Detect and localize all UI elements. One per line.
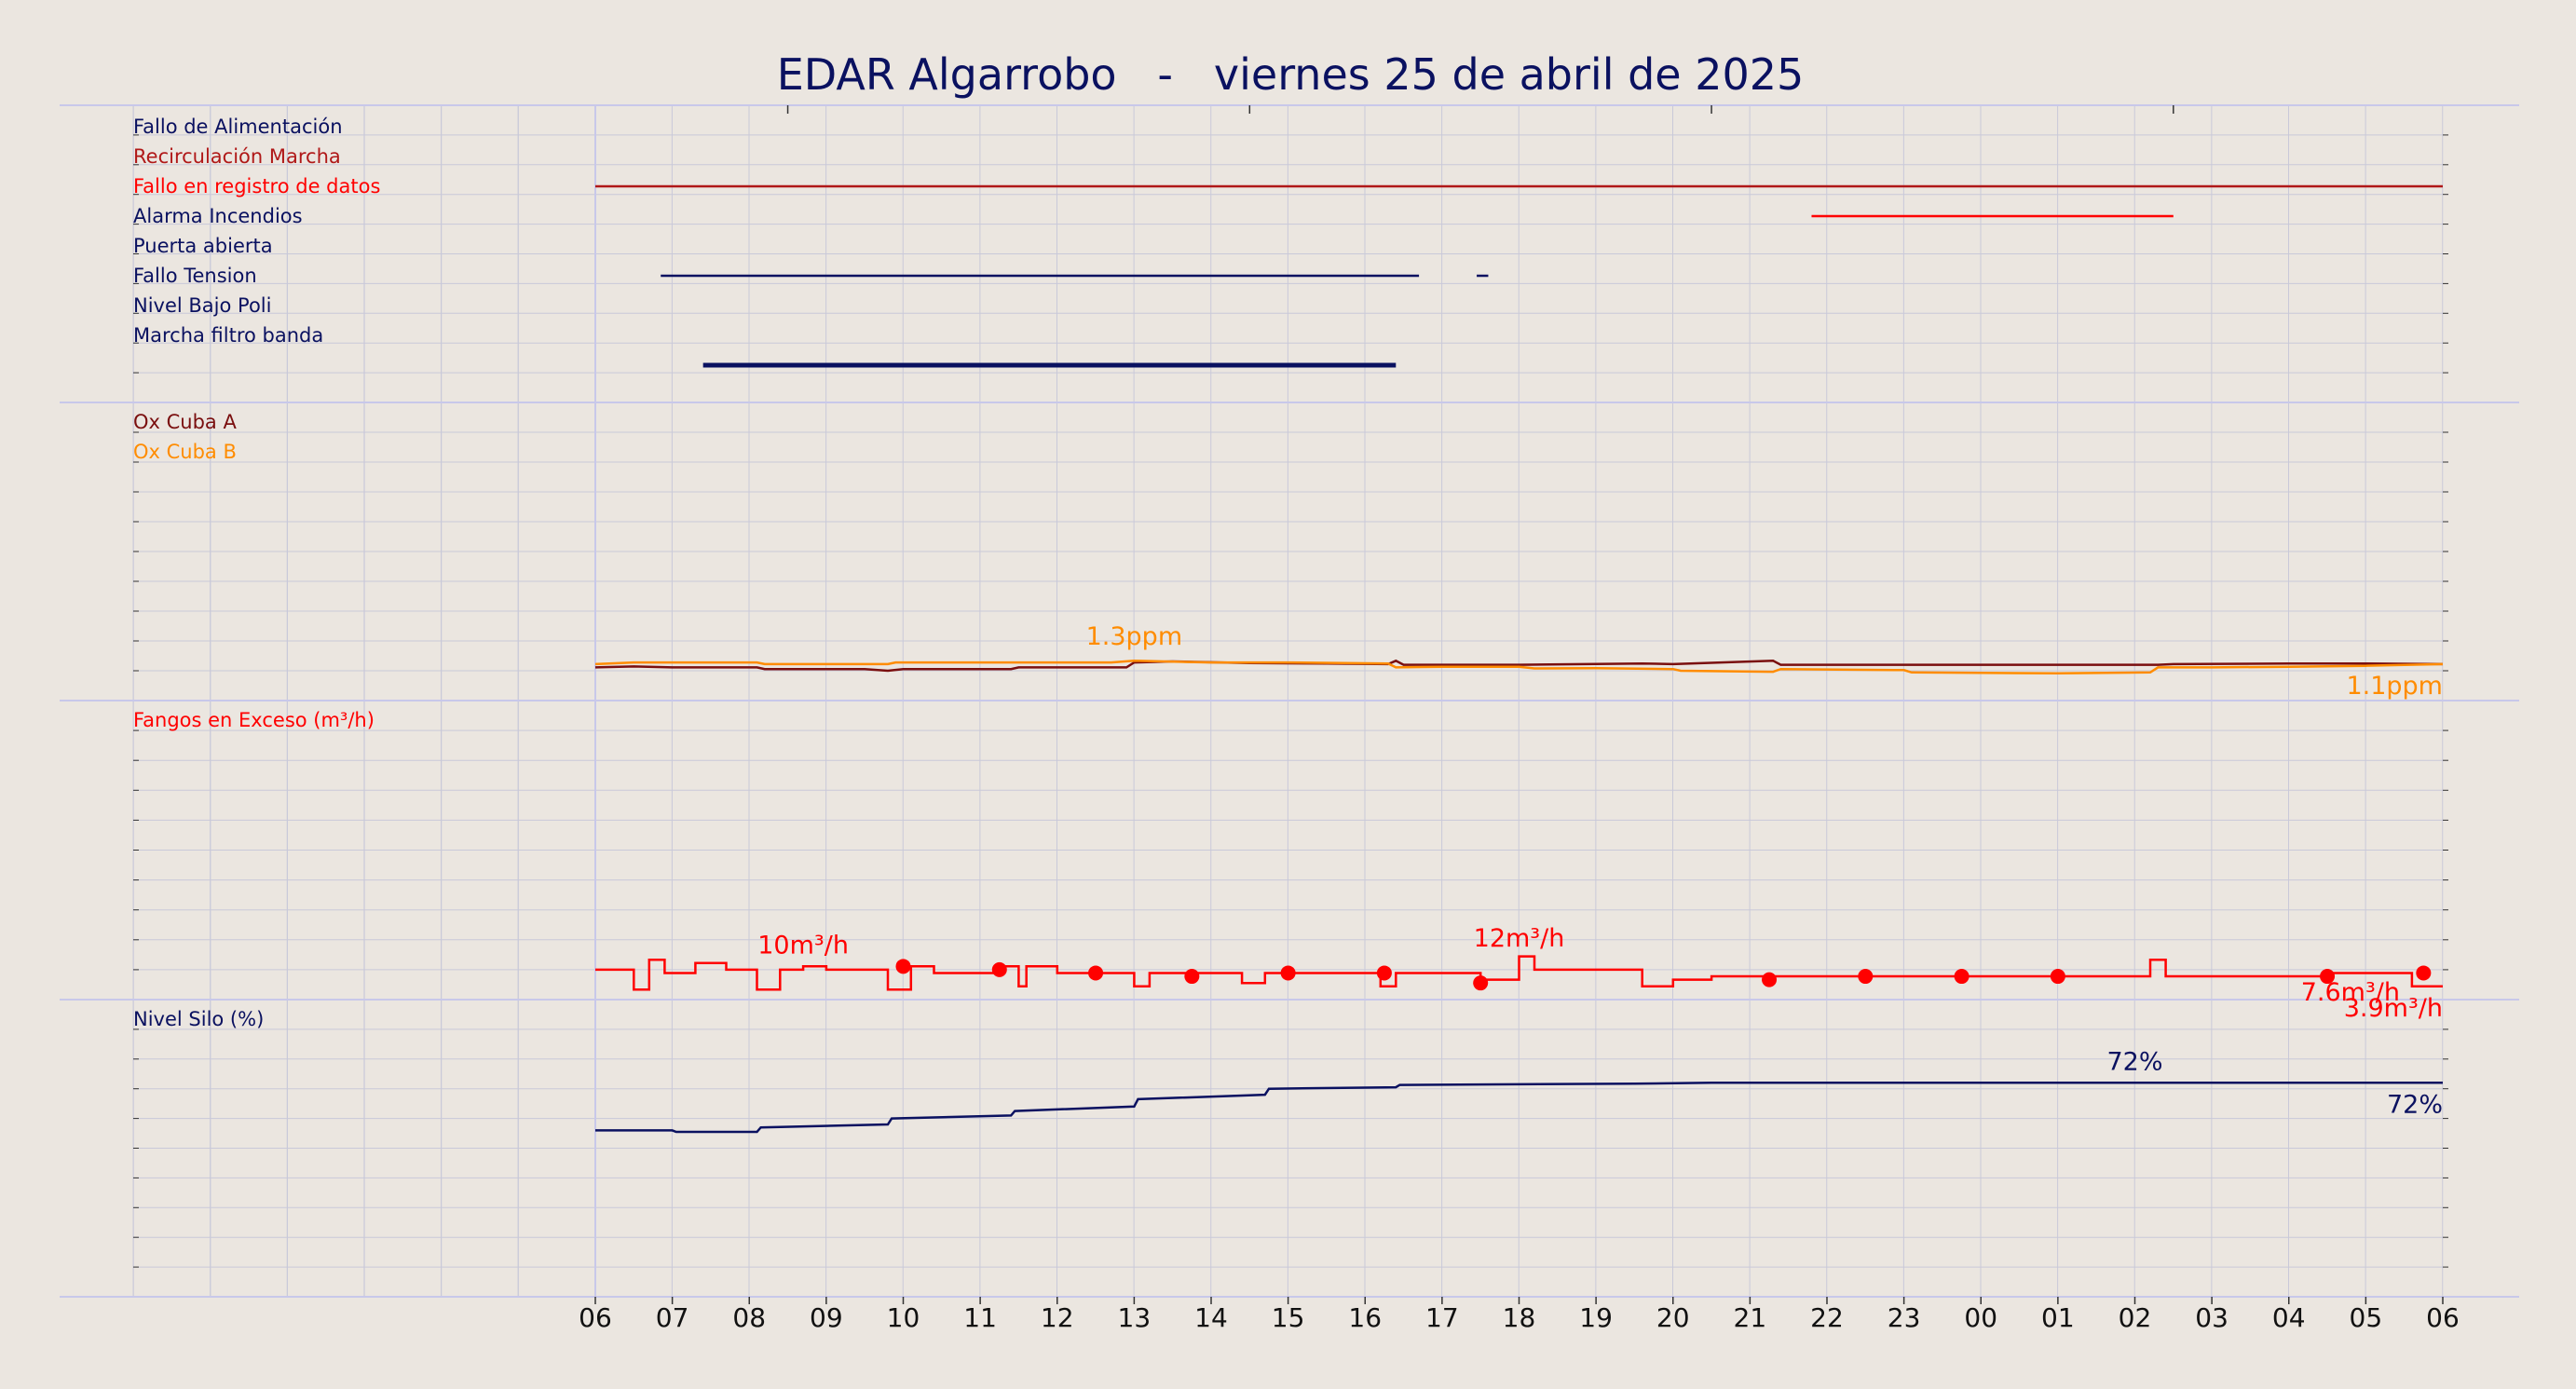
series-marker bbox=[991, 961, 1007, 977]
annotation-label: 10m³/h bbox=[757, 931, 849, 960]
x-tick-label: 14 bbox=[1194, 1302, 1228, 1333]
grid bbox=[60, 104, 2519, 1298]
x-tick-label: 13 bbox=[1118, 1302, 1152, 1333]
series-marker bbox=[2416, 965, 2432, 981]
annotation-label: 1.3ppm bbox=[1086, 622, 1183, 651]
x-tick-label: 03 bbox=[2195, 1302, 2228, 1333]
series-line bbox=[594, 660, 2444, 675]
series-marker bbox=[1280, 965, 1296, 981]
x-tick-label: 18 bbox=[1503, 1302, 1536, 1333]
alarm-label: Fallo en registro de datos bbox=[133, 175, 380, 197]
series-marker bbox=[895, 959, 911, 974]
series-line bbox=[595, 1082, 2443, 1134]
x-tick-label: 20 bbox=[1656, 1302, 1690, 1333]
alarm-label: Fallo de Alimentación bbox=[133, 116, 343, 138]
alarm-label: Recirculación Marcha bbox=[133, 145, 341, 168]
x-tick-label: 16 bbox=[1348, 1302, 1382, 1333]
alarm-label: Nivel Bajo Poli bbox=[133, 294, 271, 317]
annotation-label: 7.6m³/h bbox=[2301, 978, 2400, 1007]
x-tick-label: 01 bbox=[2041, 1302, 2075, 1333]
x-tick-label: 08 bbox=[732, 1302, 766, 1333]
series-marker bbox=[1184, 969, 1200, 985]
x-tick-label: 10 bbox=[887, 1302, 920, 1333]
series-marker bbox=[1473, 975, 1489, 991]
series-label: Nivel Silo (%) bbox=[133, 1008, 264, 1030]
series-marker bbox=[1858, 969, 1874, 985]
x-tick-label: 19 bbox=[1579, 1302, 1613, 1333]
x-tick-label: 05 bbox=[2350, 1302, 2383, 1333]
annotation-label: 72% bbox=[2387, 1090, 2443, 1119]
series-marker bbox=[1088, 965, 1104, 981]
x-tick-label: 23 bbox=[1888, 1302, 1921, 1333]
annotation-label: 1.1ppm bbox=[2346, 672, 2443, 701]
x-tick-label: 02 bbox=[2119, 1302, 2152, 1333]
annotation-label: 72% bbox=[2106, 1047, 2162, 1076]
annotation-label: 12m³/h bbox=[1474, 924, 1565, 953]
x-tick-label: 17 bbox=[1425, 1302, 1459, 1333]
x-tick-label: 22 bbox=[1810, 1302, 1844, 1333]
alarm-label: Fallo Tension bbox=[133, 265, 257, 287]
x-axis: 06 07 08 09 10 11 12 13 14 15 16 17 18 19 20 21 22 23 00 01… bbox=[579, 1297, 2460, 1333]
x-tick-label: 09 bbox=[810, 1302, 843, 1333]
panels: Fallo de Alimentación Recirculación March… bbox=[133, 116, 2444, 1134]
series-marker bbox=[1376, 965, 1392, 981]
series-label: Fangos en Exceso (m³/h) bbox=[133, 709, 375, 731]
x-tick-label: 00 bbox=[1964, 1302, 1997, 1333]
x-tick-label: 21 bbox=[1734, 1302, 1767, 1333]
x-tick-label: 06 bbox=[579, 1302, 612, 1333]
series-marker bbox=[2320, 969, 2336, 985]
x-tick-label: 04 bbox=[2272, 1302, 2306, 1333]
chart-title: EDAR Algarrobo - viernes 25 de abril de … bbox=[777, 49, 1805, 100]
x-tick-label: 07 bbox=[656, 1302, 689, 1333]
series-label: Ox Cuba A bbox=[133, 411, 237, 433]
alarm-label: Alarma Incendios bbox=[133, 205, 303, 227]
alarm-label: Marcha filtro banda bbox=[133, 324, 323, 347]
series-marker bbox=[2050, 969, 2065, 985]
annotation-label: 3.9m³/h bbox=[2344, 994, 2443, 1023]
x-tick-label: 12 bbox=[1041, 1302, 1074, 1333]
series-line bbox=[595, 955, 2443, 991]
x-tick-label: 11 bbox=[963, 1302, 997, 1333]
series-marker bbox=[1954, 969, 1969, 985]
series-marker bbox=[1762, 972, 1778, 987]
series-label: Ox Cuba B bbox=[133, 441, 237, 463]
x-tick-label: 15 bbox=[1272, 1302, 1305, 1333]
x-tick-label: 06 bbox=[2426, 1302, 2460, 1333]
alarm-label: Puerta abierta bbox=[133, 235, 273, 257]
